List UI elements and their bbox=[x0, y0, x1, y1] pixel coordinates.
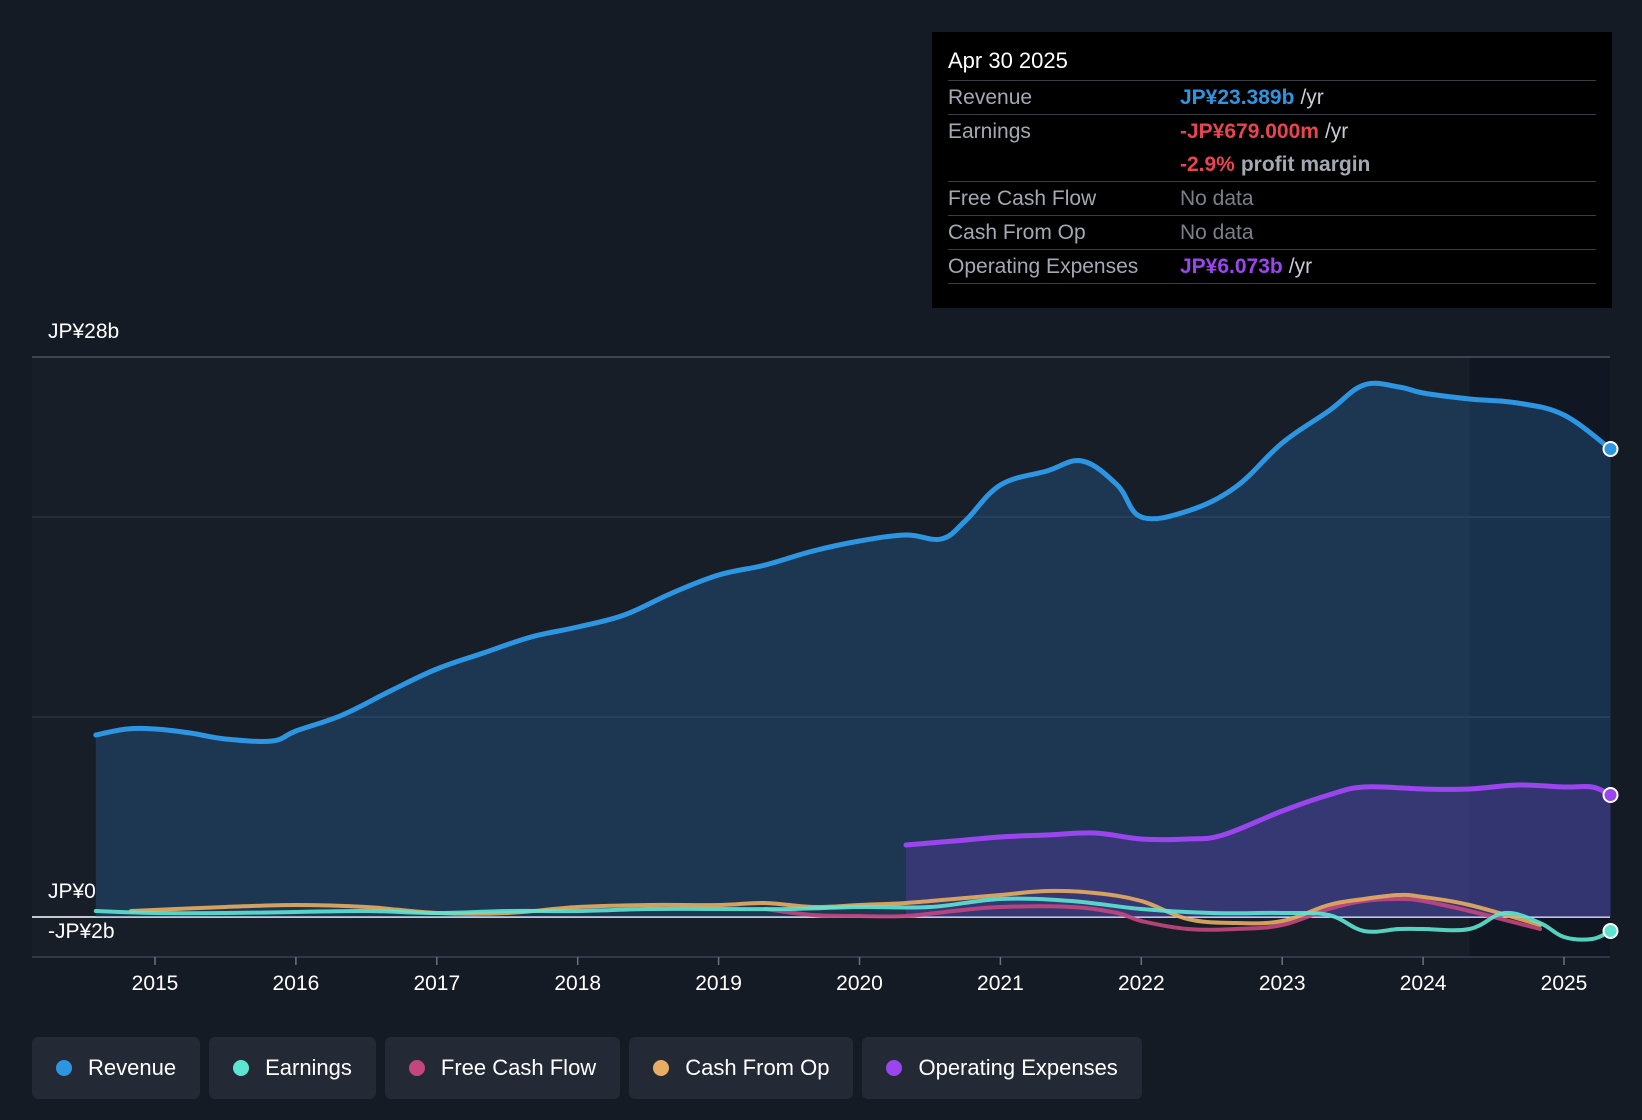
y-axis-top-label: JP¥28b bbox=[48, 320, 120, 343]
tooltip-value-opex: JP¥6.073b bbox=[1180, 255, 1283, 278]
x-tick-label: 2019 bbox=[695, 972, 742, 995]
free-cash-flow-dot-icon bbox=[408, 1060, 425, 1076]
tooltip-date: Apr 30 2025 bbox=[948, 48, 1068, 73]
tooltip-value-cfo: No data bbox=[1180, 221, 1254, 244]
x-tick-label: 2017 bbox=[413, 972, 460, 995]
x-axis-ticks: 2015 2016 2017 2018 2019 2020 2021 2022 2023 2024… bbox=[132, 957, 1588, 995]
revenue-dot-icon bbox=[56, 1060, 72, 1076]
tooltip-value-earnings: -JP¥679.000m bbox=[1180, 120, 1319, 143]
legend-label-operating-expenses: Operating Expenses bbox=[918, 1055, 1118, 1080]
legend-item-cash-from-op[interactable]: Cash From Op bbox=[629, 1037, 854, 1099]
x-tick-label: 2022 bbox=[1118, 972, 1165, 995]
free-cash-flow-line bbox=[763, 896, 1542, 932]
tooltip-row-revenue: Revenue JP¥23.389b/yr bbox=[948, 80, 1596, 114]
tooltip-row-cfo: Cash From Op No data bbox=[948, 215, 1596, 249]
earnings-end-marker bbox=[1602, 923, 1619, 939]
legend-label-cash-from-op: Cash From Op bbox=[685, 1055, 830, 1080]
tooltip-unit-earnings: /yr bbox=[1324, 120, 1349, 143]
x-tick-label: 2024 bbox=[1400, 972, 1447, 995]
series-lines bbox=[93, 380, 1613, 942]
tooltip-value-revenue: JP¥23.389b bbox=[1180, 86, 1295, 109]
earnings-line bbox=[93, 896, 1613, 942]
tooltip-unit-margin: profit margin bbox=[1240, 153, 1371, 176]
chart-legend: Revenue Earnings Free Cash Flow Cash Fro… bbox=[32, 1037, 1142, 1099]
operating-expenses-end-marker bbox=[1602, 787, 1619, 803]
series-areas bbox=[95, 383, 1611, 918]
x-tick-label: 2025 bbox=[1541, 972, 1588, 995]
x-tick-label: 2015 bbox=[132, 972, 179, 995]
tooltip-label-opex: Operating Expenses bbox=[948, 255, 1139, 278]
legend-item-earnings[interactable]: Earnings bbox=[209, 1037, 376, 1099]
y-axis-zero-label: JP¥0 bbox=[48, 880, 96, 903]
legend-item-revenue[interactable]: Revenue bbox=[32, 1037, 201, 1099]
tooltip-value-margin: -2.9% bbox=[1180, 153, 1235, 176]
tooltip-label-fcf: Free Cash Flow bbox=[948, 187, 1097, 210]
legend-label-revenue: Revenue bbox=[88, 1055, 177, 1080]
x-tick-label: 2021 bbox=[977, 972, 1024, 995]
tooltip-row-margin: -2.9% profit margin bbox=[948, 148, 1596, 181]
tooltip-row-fcf: Free Cash Flow No data bbox=[948, 181, 1596, 215]
operating-expenses-area bbox=[906, 784, 1611, 917]
y-axis-bottom-label: -JP¥2b bbox=[48, 920, 115, 943]
forecast-region bbox=[1469, 357, 1610, 957]
legend-label-free-cash-flow: Free Cash Flow bbox=[440, 1055, 597, 1080]
legend-label-earnings: Earnings bbox=[265, 1055, 352, 1080]
tooltip-row-opex: Operating Expenses JP¥6.073b/yr bbox=[948, 249, 1596, 283]
past-region bbox=[32, 357, 1470, 957]
x-tick-label: 2016 bbox=[273, 972, 320, 995]
data-tooltip: Apr 30 2025 Revenue JP¥23.389b/yr Earnin… bbox=[932, 32, 1612, 308]
legend-item-operating-expenses[interactable]: Operating Expenses bbox=[862, 1037, 1142, 1099]
x-tick-label: 2020 bbox=[836, 972, 883, 995]
tooltip-unit-opex: /yr bbox=[1288, 255, 1313, 278]
revenue-line bbox=[93, 380, 1613, 744]
x-tick-label: 2018 bbox=[554, 972, 601, 995]
revenue-end-marker bbox=[1602, 441, 1619, 457]
gridlines bbox=[32, 356, 1610, 958]
tooltip-label-revenue: Revenue bbox=[948, 86, 1033, 109]
tooltip-row-earnings: Earnings -JP¥679.000m/yr bbox=[948, 114, 1596, 148]
operating-expenses-line bbox=[903, 782, 1613, 848]
earnings-dot-icon bbox=[233, 1060, 250, 1076]
tooltip-unit-revenue: /yr bbox=[1300, 86, 1324, 109]
end-markers bbox=[1602, 441, 1619, 939]
revenue-area bbox=[95, 383, 1611, 918]
cash-from-op-dot-icon bbox=[653, 1060, 670, 1076]
tooltip-label-cfo: Cash From Op bbox=[948, 221, 1086, 244]
tooltip-value-fcf: No data bbox=[1180, 187, 1254, 210]
x-tick-label: 2023 bbox=[1259, 972, 1306, 995]
tooltip-label-earnings: Earnings bbox=[948, 120, 1031, 143]
legend-item-free-cash-flow[interactable]: Free Cash Flow bbox=[384, 1037, 621, 1099]
operating-expenses-dot-icon bbox=[886, 1060, 903, 1076]
